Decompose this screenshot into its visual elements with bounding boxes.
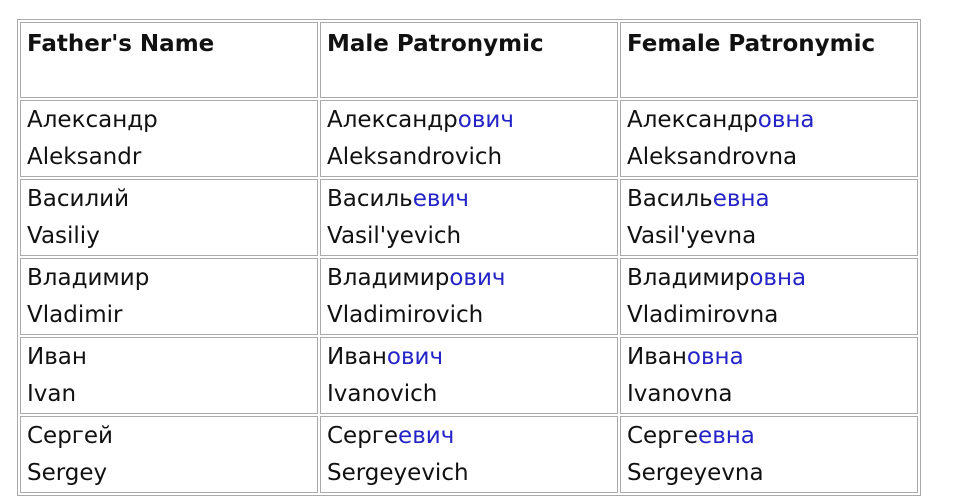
cyrillic-name: Ивановна (627, 339, 911, 376)
stem: Иван (627, 344, 687, 370)
cyrillic-name: Александр (27, 107, 158, 133)
female-patronymic-cell: Владимировна Vladimirovna (620, 258, 918, 335)
stem: Василь (327, 186, 413, 212)
suffix: овна (749, 265, 807, 291)
suffix: евна (698, 423, 755, 449)
latin-name: Vladimirovna (627, 302, 779, 328)
father-cell: Сергей Sergey (20, 416, 318, 493)
cyrillic-name: Сергей (27, 423, 113, 449)
stem: Владимир (327, 265, 450, 291)
cyrillic-name: Сергеевна (627, 418, 911, 455)
latin-name: Sergey (27, 460, 108, 486)
stem: Серге (327, 423, 399, 449)
suffix: евна (712, 186, 770, 212)
latin-name: Ivanovich (327, 381, 438, 407)
father-cell: Василий Vasiliy (20, 179, 318, 256)
suffix: евич (412, 186, 469, 212)
suffix: ович (386, 344, 444, 370)
cyrillic-name: Васильевна (627, 181, 911, 218)
latin-name: Ivanovna (627, 381, 733, 407)
suffix: евич (398, 423, 455, 449)
female-patronymic-cell: Александровна Aleksandrovna (620, 100, 918, 177)
cyrillic-name: Иванович (327, 339, 611, 376)
cyrillic-name: Александровна (627, 102, 911, 139)
male-patronymic-cell: Александрович Aleksandrovich (320, 100, 618, 177)
father-cell: Иван Ivan (20, 337, 318, 414)
latin-name: Aleksandr (27, 144, 142, 170)
latin-name: Ivan (27, 381, 77, 407)
suffix: овна (757, 107, 815, 133)
father-cell: Владимир Vladimir (20, 258, 318, 335)
cyrillic-name: Александрович (327, 102, 611, 139)
cyrillic-name: Василий (27, 186, 130, 212)
cyrillic-name: Сергеевич (327, 418, 611, 455)
header-cell: Female Patronymic (620, 22, 918, 98)
latin-name: Vasil'yevna (627, 223, 757, 249)
table-row: Александр Aleksandr Александрович Aleksandr… (20, 100, 918, 177)
header-row: Father's Name Male Patronymic Female Pat… (20, 22, 918, 98)
table-row: Сергей Sergey Сергеевич Sergeyevich Сергеевн… (20, 416, 918, 493)
father-cell: Александр Aleksandr (20, 100, 318, 177)
suffix: ович (449, 265, 506, 291)
stem: Серге (627, 423, 699, 449)
stem: Владимир (627, 265, 750, 291)
female-patronymic-cell: Ивановна Ivanovna (620, 337, 918, 414)
latin-name: Vasiliy (27, 223, 100, 249)
table-body: Александр Aleksandr Александрович Aleksandr… (20, 100, 918, 493)
stem: Иван (327, 344, 387, 370)
cyrillic-name: Владимировна (627, 260, 911, 297)
female-patronymic-cell: Сергеевна Sergeyevna (620, 416, 918, 493)
latin-name: Aleksandrovna (627, 144, 798, 170)
table-row: Иван Ivan Иванович Ivanovich Ивановна Ivanovn… (20, 337, 918, 414)
latin-name: Vasil'yevich (327, 223, 462, 249)
stem: Александр (327, 107, 458, 133)
stem: Василь (627, 186, 713, 212)
male-patronymic-cell: Владимирович Vladimirovich (320, 258, 618, 335)
header-cell: Male Patronymic (320, 22, 618, 98)
latin-name: Aleksandrovich (327, 144, 503, 170)
table-row: Василий Vasiliy Васильевич Vasil'yevich Васи… (20, 179, 918, 256)
latin-name: Sergeyevich (327, 460, 469, 486)
cyrillic-name: Иван (27, 344, 87, 370)
male-patronymic-cell: Иванович Ivanovich (320, 337, 618, 414)
table-head: Father's Name Male Patronymic Female Pat… (20, 22, 918, 98)
table-row: Владимир Vladimir Владимирович Vladimirovic… (20, 258, 918, 335)
patronymic-table: Father's Name Male Patronymic Female Pat… (17, 19, 921, 496)
male-patronymic-cell: Васильевич Vasil'yevich (320, 179, 618, 256)
latin-name: Vladimirovich (327, 302, 484, 328)
cyrillic-name: Васильевич (327, 181, 611, 218)
header-cell: Father's Name (20, 22, 318, 98)
latin-name: Sergeyevna (627, 460, 764, 486)
latin-name: Vladimir (27, 302, 123, 328)
cyrillic-name: Владимирович (327, 260, 611, 297)
suffix: овна (686, 344, 744, 370)
cyrillic-name: Владимир (27, 265, 150, 291)
suffix: ович (457, 107, 514, 133)
stem: Александр (627, 107, 758, 133)
female-patronymic-cell: Васильевна Vasil'yevna (620, 179, 918, 256)
male-patronymic-cell: Сергеевич Sergeyevich (320, 416, 618, 493)
